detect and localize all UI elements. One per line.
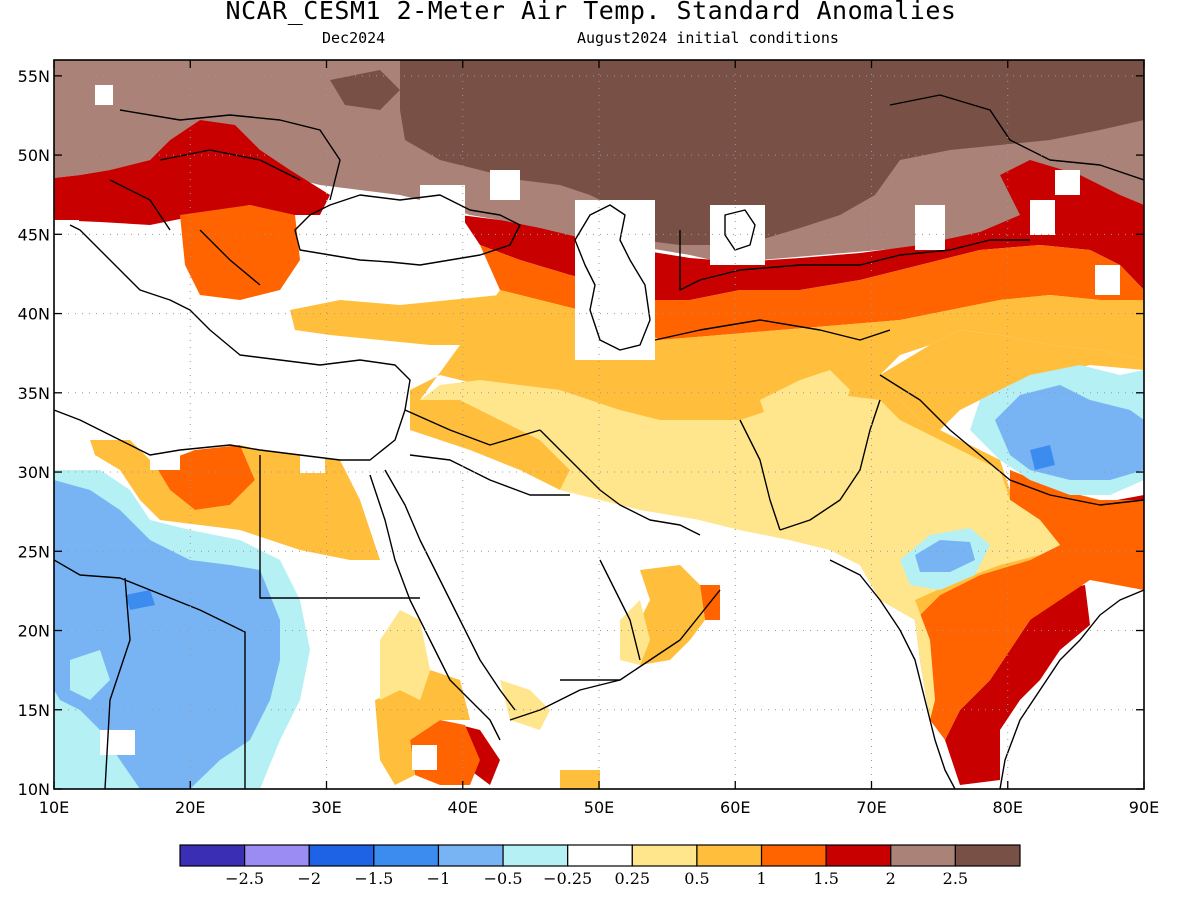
lon-tick-label: 90E bbox=[1129, 798, 1159, 817]
legend-swatch bbox=[373, 844, 440, 867]
india-west-coast bbox=[829, 559, 956, 789]
anomaly-region-0-25-to-0-5-central bbox=[420, 380, 1060, 720]
lat-tick-label: 40N bbox=[18, 305, 50, 324]
black-sea-coast bbox=[294, 194, 521, 266]
tick-marks bbox=[53, 60, 1145, 790]
levant-borders bbox=[404, 409, 570, 496]
anomaly-region-0-5-to-1-oman bbox=[635, 565, 705, 665]
legend-swatch bbox=[179, 844, 246, 867]
legend-swatch bbox=[244, 844, 310, 867]
anomaly-region-neg-0-5-to-neg-1-sahara bbox=[54, 480, 280, 789]
legend-label: 1.5 bbox=[813, 869, 838, 888]
anomaly-region-1-5-to-2-india-coast bbox=[945, 585, 1090, 785]
legend-label: −2.5 bbox=[225, 869, 264, 888]
legend-swatch bbox=[760, 844, 827, 867]
legend-swatch bbox=[890, 844, 956, 867]
legend-swatch bbox=[696, 844, 763, 867]
init-conditions-label: August2024 initial conditions bbox=[577, 29, 839, 47]
lon-tick-label: 10E bbox=[39, 798, 69, 817]
lat-tick-label: 25N bbox=[18, 542, 50, 561]
anomaly-region-2-5-plus-europe bbox=[330, 70, 400, 110]
red-sea-east-coast bbox=[384, 469, 516, 711]
lon-tick-label: 60E bbox=[720, 798, 750, 817]
anomaly-region-0-5-to-1-arabia-west bbox=[375, 670, 470, 785]
anomaly-region-1-to-1-5-india bbox=[915, 470, 1144, 740]
latitude-tick-labels: 10N 15N 20N 25N 30N 35N 40N 45N 50N 55N bbox=[18, 67, 50, 799]
mediterranean-coast bbox=[54, 224, 411, 461]
legend-label: 2 bbox=[886, 869, 896, 888]
anomaly-region-neg-0-25-to-neg-0-5-sahara-patch bbox=[70, 650, 110, 700]
legend-label: −1.5 bbox=[354, 869, 393, 888]
anomaly-region-neg-1-to-neg-1-5-sahara bbox=[125, 590, 155, 610]
persian-gulf-coast bbox=[539, 429, 701, 536]
kazakh-border bbox=[654, 319, 891, 341]
anomaly-region-neg-1-to-neg-1-5-tibet bbox=[1030, 445, 1055, 470]
legend-label: 0.25 bbox=[614, 869, 650, 888]
lon-tick-label: 70E bbox=[856, 798, 886, 817]
anomaly-region-0-5-to-1-aden bbox=[560, 770, 600, 789]
legend-swatch bbox=[825, 844, 892, 867]
map-title: NCAR_CESM1 2-Meter Air Temp. Standard An… bbox=[225, 0, 957, 25]
anomaly-region-0-25-to-0-5-yemen bbox=[500, 680, 550, 730]
legend-label: 0.5 bbox=[684, 869, 709, 888]
aral-sea-coast bbox=[724, 209, 756, 251]
lat-tick-label: 55N bbox=[18, 67, 50, 86]
lon-tick-label: 80E bbox=[993, 798, 1023, 817]
legend-label: −1 bbox=[427, 869, 451, 888]
lat-tick-label: 30N bbox=[18, 463, 50, 482]
legend-swatch bbox=[308, 844, 375, 867]
coastlines bbox=[54, 94, 1144, 789]
legend-label: −0.5 bbox=[484, 869, 523, 888]
iran-afghan-border bbox=[739, 419, 781, 531]
anomaly-region-0-25-to-0-5-redsea bbox=[380, 610, 430, 700]
arabia-borders bbox=[560, 559, 641, 681]
north-border bbox=[679, 230, 1030, 291]
legend-label: −0.25 bbox=[543, 869, 592, 888]
anomaly-region-2-5-plus bbox=[400, 60, 1144, 245]
anomaly-fields bbox=[54, 60, 1144, 789]
india-east-coast bbox=[999, 589, 1144, 789]
lon-tick-label: 30E bbox=[311, 798, 341, 817]
lat-tick-label: 20N bbox=[18, 622, 50, 641]
lat-tick-label: 45N bbox=[18, 225, 50, 244]
graticule bbox=[54, 60, 1144, 789]
legend-swatch bbox=[502, 844, 569, 867]
legend-swatch bbox=[631, 844, 698, 867]
longitude-tick-labels: 10E 20E 30E 40E 50E 60E 70E 80E 90E bbox=[39, 798, 1159, 817]
arabia-south-coast bbox=[509, 589, 721, 721]
forecast-month-label: Dec2024 bbox=[322, 29, 386, 47]
lon-tick-label: 20E bbox=[175, 798, 205, 817]
color-legend: −2.5 −2 −1.5 −1 −0.5 −0.25 0.25 0.5 1 1.5 2 2.5 bbox=[179, 844, 1021, 888]
lon-tick-label: 50E bbox=[584, 798, 614, 817]
red-sea-coast bbox=[369, 474, 501, 741]
anomaly-region-1-5-to-2 bbox=[54, 120, 330, 225]
legend-label: 1 bbox=[756, 869, 766, 888]
caspian-sea-coast bbox=[574, 204, 651, 351]
masked-cells bbox=[54, 85, 1120, 770]
legend-swatch bbox=[437, 844, 504, 867]
legend-swatch bbox=[954, 844, 1021, 867]
anomaly-region-neg-0-5-to-neg-1-india bbox=[915, 540, 975, 572]
legend-swatch bbox=[567, 844, 633, 867]
lat-tick-label: 15N bbox=[18, 701, 50, 720]
lon-tick-label: 40E bbox=[448, 798, 478, 817]
lat-tick-label: 10N bbox=[18, 780, 50, 799]
lat-tick-label: 35N bbox=[18, 384, 50, 403]
europe-borders bbox=[109, 109, 341, 286]
anomaly-region-0-25-to-0-5-pamir bbox=[760, 370, 850, 440]
mongolia-border bbox=[889, 94, 1144, 181]
anomaly-region-1-to-1-5-balkans bbox=[180, 205, 300, 300]
anomaly-region-0-5-to-1-himalaya bbox=[880, 330, 1144, 430]
anomaly-region-0-5-to-1-turkey bbox=[290, 295, 520, 345]
himalaya-border bbox=[879, 374, 1144, 506]
africa-borders bbox=[54, 455, 420, 789]
legend-label: 2.5 bbox=[943, 869, 968, 888]
legend-label: −2 bbox=[297, 869, 321, 888]
lat-tick-label: 50N bbox=[18, 146, 50, 165]
